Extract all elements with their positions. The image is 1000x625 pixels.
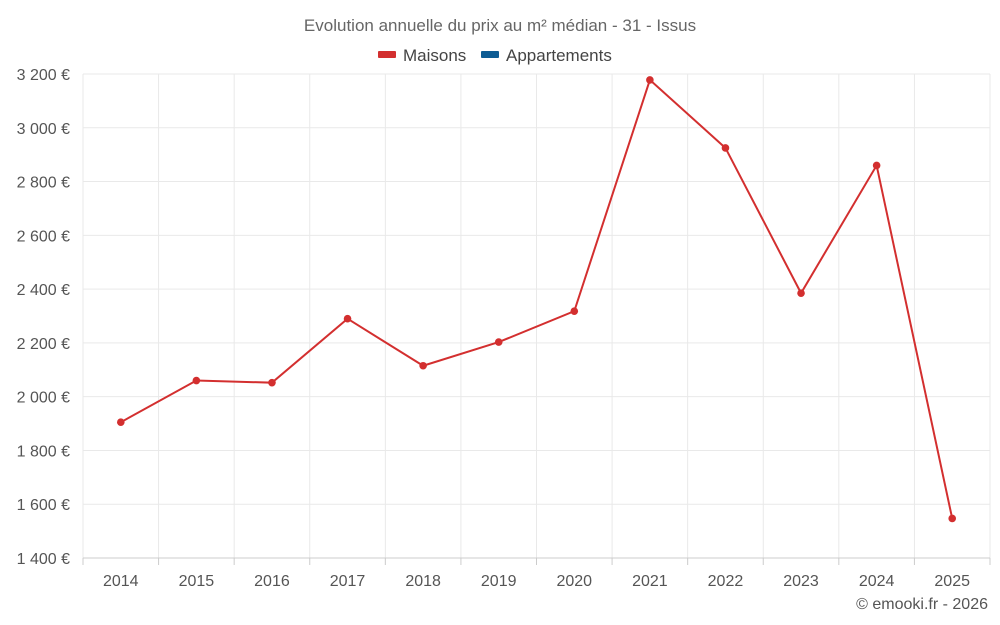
x-tick-label: 2018: [405, 573, 441, 590]
x-tick-label: 2019: [481, 573, 517, 590]
credit-text: © emooki.fr - 2026: [856, 596, 988, 613]
data-point[interactable]: [116, 418, 125, 427]
data-point[interactable]: [948, 514, 957, 523]
data-point[interactable]: [494, 338, 503, 346]
data-point[interactable]: [797, 289, 805, 297]
chart-title: Evolution annuelle du prix au m² médian …: [304, 16, 696, 35]
y-tick-label: 2 200 €: [17, 336, 70, 353]
x-tick-label: 2021: [632, 573, 668, 590]
y-axis: 1 400 € 1 600 € 1 800 € 2 000 € 2 200 € 2 400…: [17, 67, 70, 568]
series-maisons: [116, 76, 957, 523]
data-point[interactable]: [192, 376, 201, 385]
legend-label-maisons: Maisons: [403, 46, 466, 65]
data-point[interactable]: [646, 76, 654, 84]
y-tick-label: 3 000 €: [17, 121, 70, 138]
x-tick-label: 2024: [859, 573, 895, 590]
x-tick-label: 2020: [556, 573, 592, 590]
x-tick-label: 2022: [708, 573, 744, 590]
x-tick-label: 2014: [103, 573, 139, 590]
x-tick-label: 2016: [254, 573, 290, 590]
data-point[interactable]: [419, 361, 427, 370]
legend: Maisons Appartements: [378, 46, 612, 65]
series-line-maisons: [120, 78, 954, 519]
y-tick-label: 2 800 €: [17, 175, 70, 192]
legend-item-appartements[interactable]: Appartements: [481, 46, 612, 65]
legend-swatch-maisons: [378, 51, 396, 58]
y-tick-label: 2 000 €: [17, 390, 70, 407]
y-tick-label: 3 200 €: [17, 67, 70, 84]
data-point[interactable]: [268, 378, 276, 387]
y-tick-label: 1 800 €: [17, 443, 70, 460]
x-tick-label: 2025: [934, 573, 970, 590]
data-point[interactable]: [570, 307, 579, 315]
y-tick-label: 2 400 €: [17, 282, 70, 299]
grid: [82, 73, 991, 559]
x-tick-label: 2023: [783, 573, 819, 590]
x-tick-label: 2017: [330, 573, 366, 590]
legend-label-appartements: Appartements: [506, 46, 612, 65]
y-tick-label: 2 600 €: [17, 228, 70, 245]
y-tick-label: 1 600 €: [17, 497, 70, 514]
data-point[interactable]: [872, 161, 881, 170]
legend-swatch-appartements: [481, 51, 499, 58]
y-tick-label: 1 400 €: [17, 551, 70, 568]
legend-item-maisons[interactable]: Maisons: [378, 46, 466, 65]
data-point[interactable]: [721, 144, 730, 152]
x-axis: 2014 2015 2016 2017 2018 2019 2020 2021 2022 2023…: [82, 557, 991, 590]
x-tick-label: 2015: [179, 573, 215, 590]
data-point[interactable]: [343, 314, 352, 323]
